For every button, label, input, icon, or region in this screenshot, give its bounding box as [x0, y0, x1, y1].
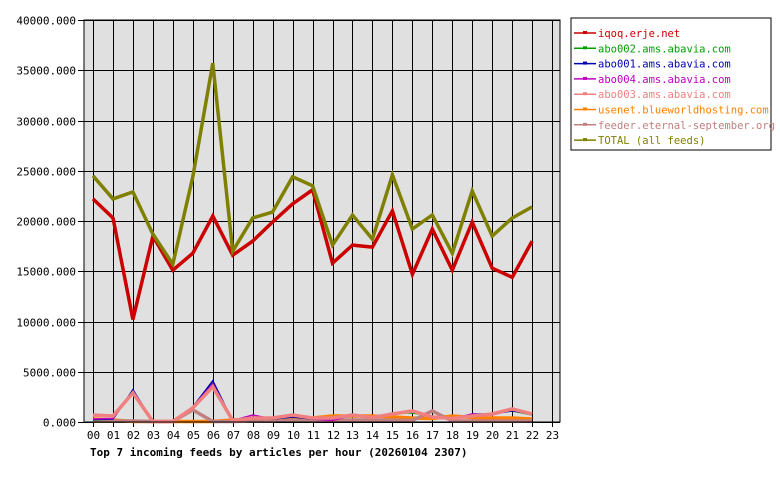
x-axis: 00 01 02 03 04 05 06 07 08 09 10 11 12 13 14 15 16 17 18 19… — [87, 422, 559, 442]
legend-box — [570, 17, 772, 151]
x-tick-label: 12 — [327, 429, 340, 442]
x-tick-label: 17 — [426, 429, 439, 442]
y-tick-label: 40000.000 — [16, 15, 76, 28]
y-tick-label: 30000.000 — [16, 116, 76, 129]
x-tick-label: 02 — [127, 429, 140, 442]
y-axis: 0.000 5000.000 10000.000 15000.000 20000.000… — [16, 15, 84, 430]
legend-label: TOTAL (all feeds) — [598, 135, 705, 147]
x-tick-label: 04 — [167, 429, 181, 442]
x-tick-label: 18 — [446, 429, 459, 442]
legend-label: abo001.ams.abavia.com — [598, 59, 731, 71]
y-tick-label: 25000.000 — [16, 166, 76, 179]
legend-label: abo004.ams.abavia.com — [598, 74, 731, 86]
x-tick-label: 03 — [147, 429, 160, 442]
y-tick-label: 0.000 — [43, 417, 76, 430]
x-tick-label: 08 — [247, 429, 260, 442]
y-tick-label: 20000.000 — [16, 216, 76, 229]
x-tick-label: 11 — [307, 429, 320, 442]
legend-item: feeder.eternal-september.org — [574, 120, 775, 132]
legend-item: iqoq.erje.net — [574, 28, 680, 40]
legend-item: abo004.ams.abavia.com — [574, 74, 731, 86]
legend-item: TOTAL (all feeds) — [574, 135, 705, 147]
x-tick-label: 01 — [107, 429, 120, 442]
x-tick-label: 05 — [187, 429, 200, 442]
legend: iqoq.erje.net abo002.ams.abavia.com abo001… — [570, 17, 775, 151]
x-tick-label: 21 — [506, 429, 519, 442]
y-tick-label: 35000.000 — [16, 65, 76, 78]
series-line-total-all-feeds- — [91, 62, 533, 269]
x-tick-label: 22 — [526, 429, 539, 442]
plot-frame — [83, 19, 561, 423]
legend-item: abo001.ams.abavia.com — [574, 59, 731, 71]
legend-label: abo002.ams.abavia.com — [598, 43, 731, 55]
x-tick-label: 15 — [386, 429, 399, 442]
x-tick-label: 13 — [346, 429, 359, 442]
legend-label: iqoq.erje.net — [598, 28, 680, 40]
legend-label: abo003.ams.abavia.com — [598, 89, 731, 101]
legend-item: abo003.ams.abavia.com — [574, 89, 731, 101]
y-tick-label: 5000.000 — [23, 367, 76, 380]
x-tick-label: 09 — [267, 429, 280, 442]
x-tick-label: 23 — [546, 429, 559, 442]
legend-label: feeder.eternal-september.org — [598, 120, 775, 132]
legend-item: abo002.ams.abavia.com — [574, 43, 731, 55]
x-tick-label: 10 — [287, 429, 300, 442]
x-tick-label: 19 — [466, 429, 479, 442]
chart-title: Top 7 incoming feeds by articles per hou… — [90, 446, 468, 459]
x-tick-label: 07 — [227, 429, 240, 442]
y-tick-label: 10000.000 — [16, 317, 76, 330]
x-tick-label: 16 — [406, 429, 419, 442]
legend-label: usenet.blueworldhosting.com — [598, 105, 769, 117]
x-tick-label: 20 — [486, 429, 499, 442]
legend-item: usenet.blueworldhosting.com — [574, 105, 769, 117]
x-tick-label: 00 — [87, 429, 100, 442]
y-tick-label: 15000.000 — [16, 266, 76, 279]
x-tick-label: 06 — [207, 429, 220, 442]
x-tick-label: 14 — [366, 429, 380, 442]
